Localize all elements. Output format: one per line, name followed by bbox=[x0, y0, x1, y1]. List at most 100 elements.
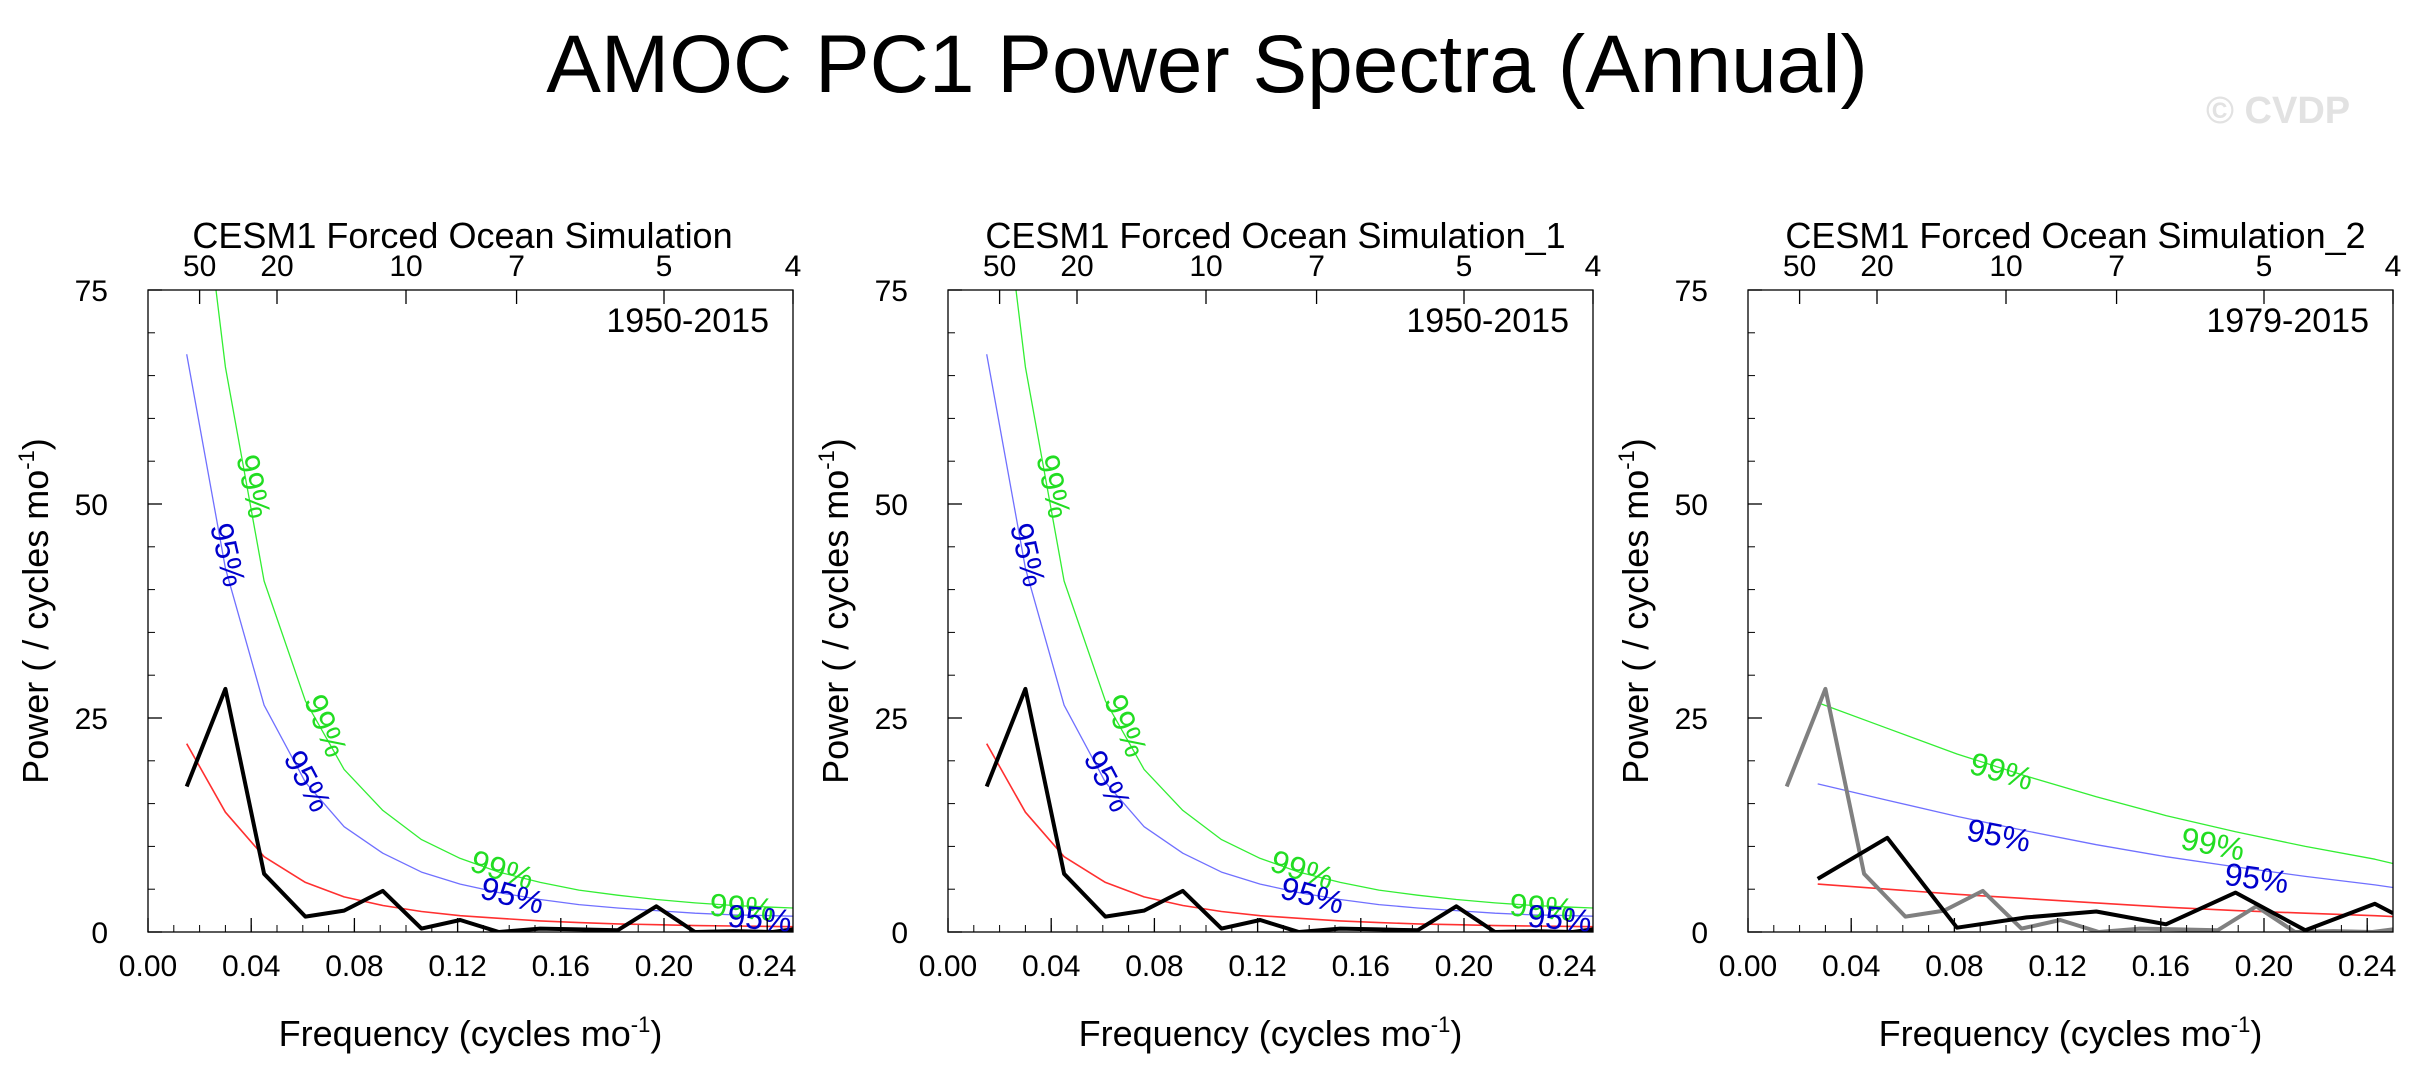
top-tick-label: 50 bbox=[983, 250, 1016, 283]
y-axis-label-sup: -1 bbox=[14, 450, 39, 470]
y-tick-label: 50 bbox=[1675, 489, 1708, 522]
top-tick-label: 50 bbox=[1783, 250, 1816, 283]
x-tick-label: 0.16 bbox=[532, 950, 590, 983]
top-tick-label: 7 bbox=[1308, 250, 1325, 283]
x-tick-label: 0.16 bbox=[2132, 950, 2190, 983]
x-tick-label: 0.24 bbox=[2338, 950, 2396, 983]
y-axis-label-sup: -1 bbox=[1614, 450, 1639, 470]
x-tick-label: 0.08 bbox=[1925, 950, 1983, 983]
series-ci99-line bbox=[215, 290, 793, 909]
y-axis-label: Power ( / cycles mo-1) bbox=[814, 438, 856, 784]
plot-frame bbox=[147, 289, 794, 933]
confidence-label: 95% bbox=[726, 898, 793, 939]
y-tick-label: 0 bbox=[1691, 917, 1708, 950]
series-ci95-line bbox=[1817, 783, 2393, 889]
panel-title: CESM1 Forced Ocean Simulation_1 bbox=[985, 215, 1565, 256]
series-red-line bbox=[1817, 883, 2393, 918]
x-tick-label: 0.04 bbox=[222, 950, 280, 983]
y-axis-label-end: ) bbox=[15, 438, 56, 450]
series-ci99-line bbox=[1015, 290, 1593, 909]
plot-area bbox=[184, 290, 793, 932]
top-tick-label: 10 bbox=[1189, 250, 1222, 283]
series-ci95-line bbox=[186, 354, 793, 917]
x-tick-label: 0.00 bbox=[919, 950, 977, 983]
x-tick-label: 0.24 bbox=[1538, 950, 1596, 983]
panel-title: CESM1 Forced Ocean Simulation bbox=[192, 215, 732, 256]
x-axis-label-main: Frequency (cycles mo bbox=[1879, 1013, 2231, 1054]
x-tick-label: 0.20 bbox=[2235, 950, 2293, 983]
x-tick-label: 0.20 bbox=[1435, 950, 1493, 983]
spectrum-panel-2: 99%95%99%95%99%95% 99%95%0.00 0.04 0.08 0.12… bbox=[814, 215, 1602, 1054]
x-tick-label: 0.00 bbox=[119, 950, 177, 983]
series-spectrum-line bbox=[1816, 835, 2393, 932]
x-axis-label-main: Frequency (cycles mo bbox=[1079, 1013, 1431, 1054]
period-label: 1979-2015 bbox=[2206, 302, 2369, 340]
x-tick-label: 0.08 bbox=[1125, 950, 1183, 983]
spectrum-panel-1: 99%95%99%95%99%95% 99%95%0.00 0.04 0.08 0.12… bbox=[14, 215, 802, 1054]
x-axis-label-sup: -1 bbox=[1431, 1012, 1451, 1037]
y-axis-label: Power ( / cycles mo-1) bbox=[1614, 438, 1656, 784]
series-red-line bbox=[186, 743, 793, 928]
spectrum-panel-3: 99%95% 99%95%0.00 0.04 0.08 0.12 0.16 0.20 0.24… bbox=[1614, 215, 2401, 1054]
x-tick-label: 0.12 bbox=[428, 950, 486, 983]
top-tick-label: 4 bbox=[1585, 250, 1602, 283]
figure-title: AMOC PC1 Power Spectra (Annual) bbox=[546, 19, 1868, 110]
cvdp-watermark: © CVDP bbox=[2206, 90, 2351, 132]
x-tick-label: 0.04 bbox=[1022, 950, 1080, 983]
confidence-label: 95% bbox=[1526, 898, 1593, 939]
top-tick-label: 50 bbox=[183, 250, 216, 283]
x-axis-label-sup: -1 bbox=[631, 1012, 651, 1037]
top-tick-label: 4 bbox=[2385, 250, 2402, 283]
y-tick-label: 25 bbox=[875, 703, 908, 736]
x-axis-label: Frequency (cycles mo-1) bbox=[1079, 1012, 1463, 1054]
confidence-label: 95% bbox=[477, 870, 548, 921]
y-tick-label: 25 bbox=[75, 703, 108, 736]
confidence-label: 99% bbox=[1966, 745, 2037, 797]
y-tick-label: 50 bbox=[875, 489, 908, 522]
y-tick-label: 0 bbox=[91, 917, 108, 950]
plot-frame bbox=[1747, 289, 2394, 933]
top-tick-label: 20 bbox=[260, 250, 293, 283]
x-tick-label: 0.12 bbox=[1228, 950, 1286, 983]
confidence-label: 95% bbox=[1277, 870, 1348, 921]
x-axis-label: Frequency (cycles mo-1) bbox=[1879, 1012, 2263, 1054]
top-tick-label: 10 bbox=[389, 250, 422, 283]
top-tick-label: 5 bbox=[656, 250, 673, 283]
top-tick-label: 7 bbox=[508, 250, 525, 283]
plot-area bbox=[1784, 686, 2393, 932]
y-axis-label-end: ) bbox=[815, 438, 856, 450]
top-tick-label: 20 bbox=[1860, 250, 1893, 283]
y-tick-label: 50 bbox=[75, 489, 108, 522]
confidence-label: 99% bbox=[1029, 451, 1078, 521]
confidence-label: 99% bbox=[708, 886, 775, 927]
y-tick-label: 75 bbox=[875, 275, 908, 308]
x-tick-label: 0.16 bbox=[1332, 950, 1390, 983]
confidence-label: 99% bbox=[229, 451, 278, 521]
y-axis-label-sup: -1 bbox=[814, 450, 839, 470]
plot-frame bbox=[947, 289, 1594, 933]
top-tick-label: 5 bbox=[2256, 250, 2273, 283]
x-tick-label: 0.12 bbox=[2028, 950, 2086, 983]
x-tick-label: 0.00 bbox=[1719, 950, 1777, 983]
top-tick-label: 7 bbox=[2108, 250, 2125, 283]
x-axis-label-end: ) bbox=[650, 1013, 662, 1054]
y-tick-label: 25 bbox=[1675, 703, 1708, 736]
y-axis-label-main: Power ( / cycles mo bbox=[15, 470, 56, 784]
period-label: 1950-2015 bbox=[1406, 302, 1569, 340]
y-tick-label: 75 bbox=[75, 275, 108, 308]
x-axis-label-end: ) bbox=[1450, 1013, 1462, 1054]
series-ci95-line bbox=[986, 354, 1593, 917]
top-tick-label: 4 bbox=[785, 250, 802, 283]
y-tick-label: 75 bbox=[1675, 275, 1708, 308]
y-axis-label-main: Power ( / cycles mo bbox=[1615, 470, 1656, 784]
y-axis-label-end: ) bbox=[1615, 438, 1656, 450]
y-axis-label: Power ( / cycles mo-1) bbox=[14, 438, 56, 784]
x-axis-label: Frequency (cycles mo-1) bbox=[279, 1012, 663, 1054]
series-ci99-line bbox=[1817, 701, 2393, 865]
x-tick-label: 0.24 bbox=[738, 950, 796, 983]
confidence-label: 99% bbox=[1508, 886, 1575, 927]
period-label: 1950-2015 bbox=[606, 302, 769, 340]
x-axis-label-end: ) bbox=[2250, 1013, 2262, 1054]
x-axis-label-main: Frequency (cycles mo bbox=[279, 1013, 631, 1054]
